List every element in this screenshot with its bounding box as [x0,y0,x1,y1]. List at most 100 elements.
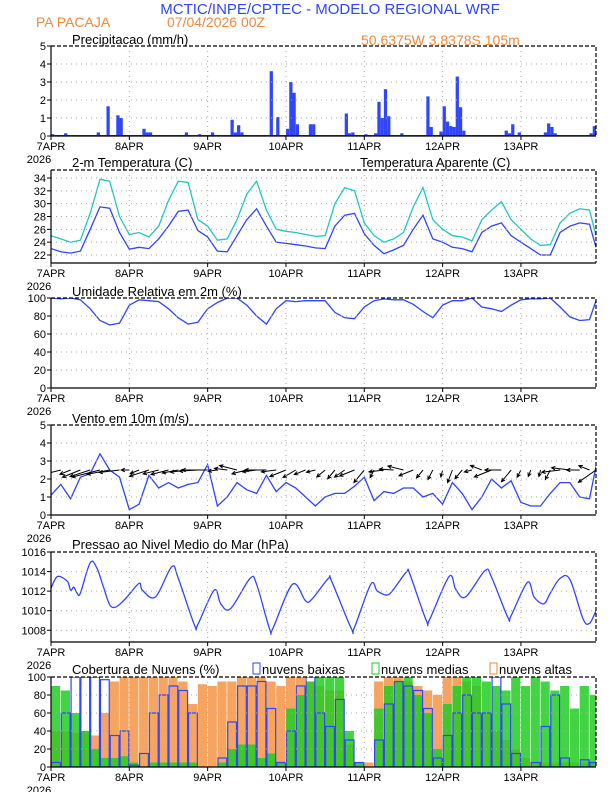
y-tick-label: 1 [40,492,46,504]
bar-nuvens-medias [501,690,511,767]
x-tick-label: 7APR [37,393,66,405]
y-tick-label: 60 [34,708,46,720]
wind-vector [427,469,434,481]
bar-precip [347,133,352,136]
y-tick-label: 0 [40,131,46,143]
bar-nuvens-medias [462,677,472,767]
bar-nuvens-medias [491,686,501,767]
y-tick-label: 100 [28,672,46,684]
bar-precip [550,127,554,136]
bar-precip [511,124,515,136]
x-tick-label: 12APR [425,393,460,405]
bar-nuvens-altas [246,677,256,767]
y-tick-label: 5 [40,420,46,432]
wind-vector [282,469,297,479]
bar-nuvens-baixas [139,752,150,767]
bar-nuvens-baixas [266,707,277,767]
bar-nuvens-baixas [452,712,463,767]
bar-nuvens-altas [197,684,208,767]
bar-precip [445,121,450,136]
bar-nuvens-baixas [158,694,169,767]
panel-title-precip: Precipitacao (mm/h) [72,32,188,47]
wind-vector [120,467,130,473]
bar-nuvens-baixas [403,685,414,767]
y-tick-label: 0 [40,510,46,522]
bar-precip [517,132,521,136]
panel-precip: 0 1 2 3 4 5 7APR 8APR 9APR 10APR 11APR 12APR 13APR 20… [27,41,597,166]
bar-nuvens-baixas [217,757,228,767]
wind-vector [527,469,532,478]
bar-nuvens-altas [237,677,247,767]
bar-nuvens-baixas [295,685,306,767]
bar-nuvens-medias [227,749,237,767]
bar-nuvens-altas [266,681,276,767]
x-tick-label: 12APR [425,141,460,153]
x-year-label: 2026 [27,154,51,166]
bar-nuvens-baixas [70,677,81,767]
bar-nuvens-medias [285,708,296,767]
plot-area-pressure [51,560,596,635]
bar-nuvens-baixas [413,689,424,767]
bar-precip [148,132,153,136]
bar-nuvens-medias [423,713,433,767]
bar-nuvens-medias [344,731,354,767]
wind-vector [260,469,277,474]
panel-rh: 0 20 40 60 80 100 7APR 8APR 9APR 10APR 11APR 12APR 1… [27,293,597,418]
cloud-legend: nuvens baixas nuvens medias nuvens altas [252,662,572,677]
x-tick-label: 12APR [425,772,460,784]
wind-vector [51,470,52,471]
y-tick-label: 28 [34,212,46,224]
bar-precip [312,124,316,136]
x-tick-label: 11APR [347,520,381,532]
wind-vector [129,469,140,475]
bar-nuvens-baixas [80,677,91,767]
bar-precip [142,128,146,136]
bar-nuvens-baixas [550,694,561,767]
bar-nuvens-medias [80,731,90,767]
bar-precip [589,133,593,136]
bar-nuvens-baixas [168,685,179,767]
y-tick-label: 1016 [22,547,46,559]
plot-area-clouds [51,677,596,767]
y-tick-label: 2 [40,474,46,486]
bar-nuvens-medias [569,708,580,767]
bar-nuvens-baixas [422,707,433,767]
x-year-label: 2026 [27,533,51,545]
bar-nuvens-baixas [383,703,394,767]
wind-vector [243,467,267,473]
legend-swatch-high [489,662,498,675]
wind-vector [353,469,365,484]
bar-precip [439,131,443,136]
bar-precip [442,106,446,136]
wind-vector [326,469,336,480]
x-year-label: 2026 [27,785,51,792]
bar-nuvens-medias [481,681,491,767]
bar-nuvens-medias [119,756,129,767]
y-tick-label: 1014 [22,567,46,579]
x-year-label: 2026 [27,281,51,293]
bar-nuvens-medias [334,677,345,767]
wind-vector [218,464,238,471]
bar-precip [351,132,355,136]
x-tick-label: 12APR [425,647,460,659]
x-tick-label: 10APR [269,141,304,153]
plot-area-wind [51,452,596,511]
wind-vector [70,469,101,479]
bar-nuvens-baixas [90,677,101,767]
plot-area-precip [51,71,596,136]
run-date: 07/04/2026 00Z [167,14,266,30]
bar-nuvens-baixas [442,734,453,767]
bar-nuvens-altas [148,677,159,767]
wind-vector [98,469,120,475]
x-year-label: 2026 [27,660,51,672]
bar-precip [210,132,215,136]
wind-vector [473,469,492,478]
bar-nuvens-medias [188,762,198,767]
bar-precip [455,76,459,136]
bar-precip [292,92,296,136]
panel-pressure: 1008 1010 1012 1014 1016 7APR 8APR 9APR 10APR 11A… [22,547,597,672]
bar-precip [237,125,241,136]
x-tick-label: 11APR [347,393,381,405]
wind-vector [58,469,71,476]
bar-precip [269,71,273,136]
